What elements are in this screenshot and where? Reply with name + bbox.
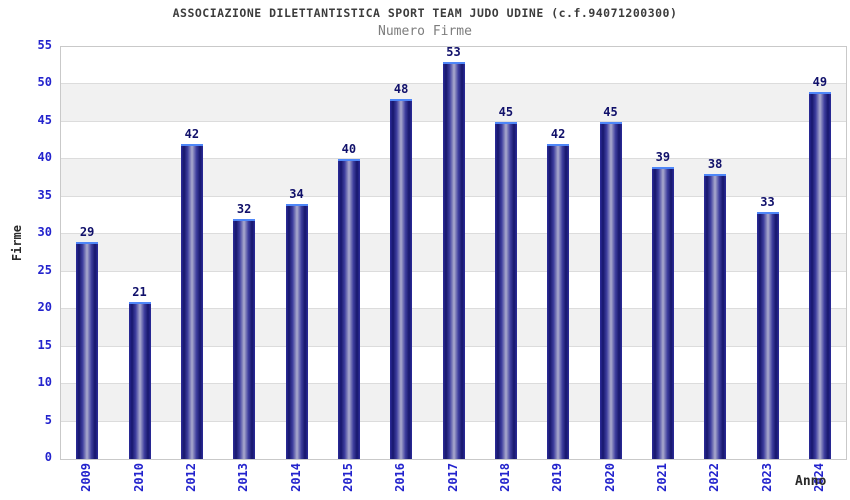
x-tick-label: 2010 (131, 463, 146, 492)
bar-2010 (128, 301, 151, 459)
bar-2016 (390, 99, 413, 459)
chart-title: ASSOCIAZIONE DILETTANTISTICA SPORT TEAM … (172, 6, 678, 20)
bar-2009 (76, 241, 99, 459)
y-tick-label: 30 (37, 225, 52, 240)
bar-value-label: 40 (341, 142, 357, 157)
plot-area: 29 21 42 32 34 40 48 53 45 42 45 39 38 33 49 (60, 44, 847, 460)
bar-2019 (547, 144, 570, 459)
bar-value-label: 29 (79, 224, 95, 239)
x-tick-label: 2023 (759, 463, 774, 492)
y-tick-label: 40 (37, 150, 52, 165)
x-tick-label: 2017 (445, 463, 460, 492)
bar-2024 (808, 91, 831, 459)
bar-value-label: 42 (184, 127, 200, 142)
x-tick-label: 2016 (393, 463, 408, 492)
x-tick-label: 2012 (183, 463, 198, 492)
bar-2023 (756, 211, 779, 459)
y-tick-label: 50 (37, 75, 52, 90)
x-tick-label: 2020 (602, 463, 617, 492)
bar-value-label: 45 (603, 104, 618, 119)
bar-value-label: 33 (760, 194, 775, 209)
y-tick-label: 20 (37, 300, 52, 315)
bar-value-label: 45 (498, 104, 514, 119)
bar-2018 (494, 121, 517, 459)
bar-value-label: 34 (289, 187, 304, 202)
x-tick-label: 2013 (236, 463, 251, 492)
y-tick-label: 15 (37, 337, 52, 352)
x-tick-label: 2021 (654, 463, 669, 492)
bar-2013 (233, 219, 256, 459)
bar-2017 (442, 61, 465, 459)
bar-2012 (180, 144, 203, 459)
bar-2021 (651, 166, 674, 459)
chart-subtitle: Numero Firme (378, 24, 472, 39)
y-tick-label: 10 (37, 375, 52, 390)
bar-value-label: 32 (236, 202, 252, 217)
x-tick-label: 2019 (550, 463, 565, 492)
bar-2020 (599, 121, 622, 459)
y-tick-label: 45 (37, 112, 52, 127)
y-tick-label: 0 (44, 450, 52, 464)
bar-2015 (337, 159, 360, 459)
y-tick-label: 55 (37, 38, 52, 52)
bar-2014 (285, 204, 308, 459)
bar-2022 (704, 174, 727, 459)
x-tick-label: 2022 (707, 463, 722, 492)
y-tick-label: 35 (37, 187, 52, 202)
bar-value-label: 21 (132, 284, 147, 299)
x-tick-label: 2014 (288, 463, 303, 492)
bar-value-label: 53 (446, 44, 461, 59)
bar-value-label: 42 (550, 127, 566, 142)
bar-value-label: 38 (707, 157, 723, 172)
y-tick-label: 25 (37, 262, 52, 277)
x-axis-title: Anno (795, 474, 827, 489)
x-tick-label: 2018 (497, 463, 512, 492)
bar-value-label: 48 (393, 82, 409, 97)
bar-value-label: 39 (655, 149, 671, 164)
x-tick-label: 2015 (340, 463, 355, 492)
x-tick-label: 2009 (79, 463, 94, 492)
bar-value-label: 49 (812, 74, 828, 89)
y-tick-label: 5 (44, 412, 52, 427)
